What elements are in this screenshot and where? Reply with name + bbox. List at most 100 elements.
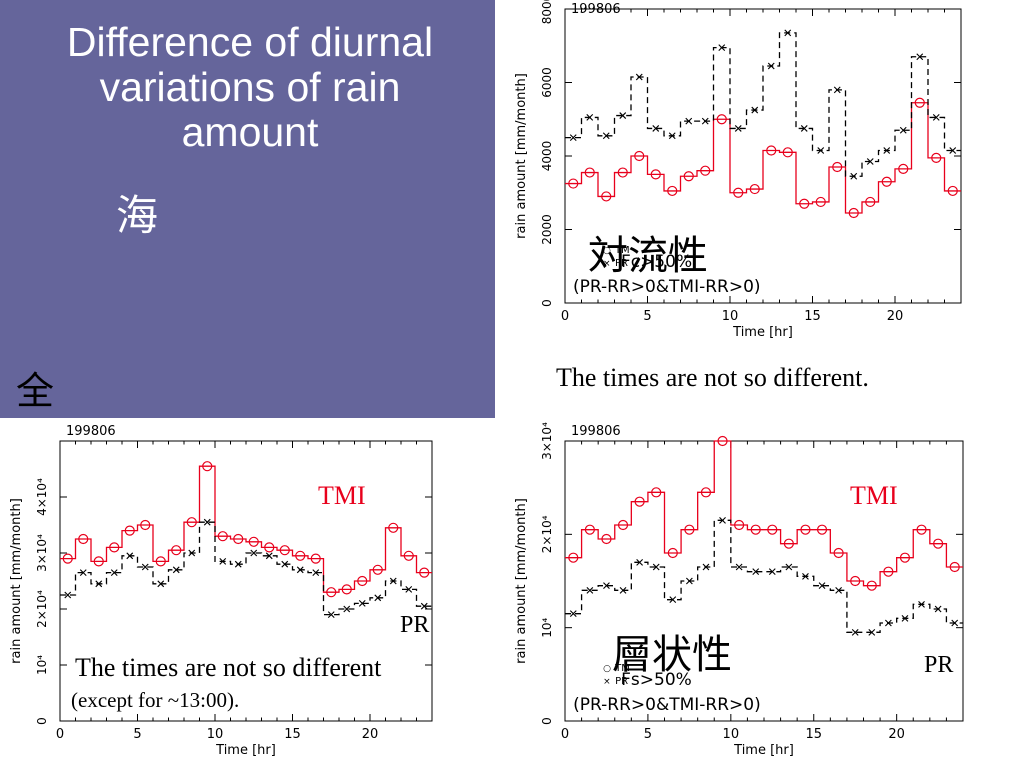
data-point-pr	[569, 610, 577, 618]
data-point-pr	[685, 577, 693, 585]
data-point-pr	[172, 566, 180, 574]
y-axis-label: rain amount [mm/month]	[514, 73, 529, 239]
y-axis-label: rain amount [mm/month]	[514, 498, 529, 664]
data-point-tmi	[767, 524, 778, 535]
data-point-pr	[949, 147, 957, 154]
y-tick-label: 0	[540, 299, 554, 307]
x-tick-label: 0	[561, 727, 569, 742]
data-point-pr	[141, 563, 149, 571]
x-tick-label: 20	[362, 727, 379, 742]
heading-convective: 対流性	[588, 233, 708, 278]
label-all: 全	[16, 369, 55, 413]
x-tick-label: 15	[805, 727, 822, 742]
data-point-tmi	[815, 196, 826, 208]
data-point-tmi	[93, 556, 104, 567]
legend-pr-marker: ×	[603, 677, 611, 687]
data-point-pr	[64, 591, 72, 599]
chart-convective-svg: 199806 0 5 10 15 20 Time [hr] 0 2000 4000 6000 8000…	[514, 0, 962, 340]
y-tick-label: 2×10⁴	[540, 515, 554, 553]
x-tick-label: 10	[723, 727, 740, 742]
series-line-tmi	[60, 465, 432, 593]
data-point-tmi	[832, 161, 843, 173]
legend-tmi-text: TM	[614, 663, 630, 674]
data-point-pr	[374, 594, 382, 602]
chart-title: 199806	[66, 424, 116, 439]
data-point-pr	[916, 53, 924, 61]
note-all: The times are not so different	[75, 653, 382, 682]
data-point-tmi	[186, 517, 197, 528]
data-point-tmi	[898, 163, 909, 174]
x-tick-label: 15	[804, 309, 821, 324]
data-point-tmi	[171, 545, 182, 556]
data-point-tmi	[749, 183, 760, 195]
legend-tmi-marker: ○	[603, 246, 611, 256]
data-point-tmi	[202, 461, 213, 472]
data-point-pr	[636, 558, 644, 566]
x-axis-label: Time [hr]	[733, 743, 794, 758]
x-tick-label: 5	[133, 727, 141, 742]
data-point-tmi	[683, 171, 694, 182]
legend-condition: Fs>50%	[621, 670, 692, 690]
data-point-tmi	[295, 550, 306, 561]
data-point-pr	[602, 132, 610, 140]
y-tick-label: 8000	[540, 0, 554, 24]
x-tick-label: 10	[722, 309, 739, 324]
data-point-tmi	[667, 185, 678, 197]
data-point-tmi	[62, 553, 73, 564]
y-tick-label: 4×10⁴	[35, 478, 49, 516]
data-point-tmi	[233, 533, 244, 545]
data-point-tmi	[617, 167, 628, 178]
data-point-pr	[312, 569, 320, 576]
data-point-tmi	[617, 519, 629, 531]
series-line-pr	[565, 519, 963, 633]
data-point-tmi	[326, 587, 337, 598]
x-tick-label: 0	[561, 309, 569, 324]
data-point-tmi	[782, 147, 793, 158]
data-point-pr	[358, 600, 366, 607]
data-point-pr	[851, 628, 859, 636]
series-line-pr	[565, 32, 961, 177]
data-point-tmi	[850, 575, 861, 587]
legend-filter: (PR-RR>0&TMI-RR>0)	[573, 695, 761, 715]
data-point-pr	[250, 549, 258, 557]
data-point-pr	[752, 568, 760, 576]
data-point-pr	[719, 516, 726, 524]
data-point-pr	[883, 147, 891, 154]
data-point-tmi	[279, 545, 290, 556]
x-tick-label: 5	[643, 309, 651, 324]
chart-title: 199806	[571, 424, 621, 439]
data-point-pr	[833, 86, 841, 94]
data-point-tmi	[140, 519, 151, 531]
data-point-tmi	[733, 187, 744, 198]
data-point-pr	[281, 560, 289, 568]
label-tmi-all: TMI	[318, 481, 366, 510]
data-point-tmi	[584, 524, 595, 535]
y-tick-label: 2000	[540, 214, 554, 245]
data-point-pr	[918, 600, 925, 608]
data-point-pr	[817, 147, 825, 154]
data-point-pr	[157, 580, 165, 588]
label-pr-all: PR	[400, 612, 430, 638]
data-point-tmi	[933, 538, 944, 549]
data-point-tmi	[372, 564, 383, 575]
label-pr-stratiform: PR	[924, 652, 954, 678]
data-point-tmi	[109, 542, 120, 553]
y-axis-label: rain amount [mm/month]	[9, 498, 24, 664]
data-point-pr	[219, 558, 227, 565]
data-point-pr	[818, 582, 826, 590]
legend-condition: Fc>50%	[621, 252, 692, 272]
data-point-tmi	[916, 524, 927, 535]
label-sea: 海	[116, 191, 159, 240]
data-point-tmi	[264, 542, 275, 553]
note-convective: The times are not so different.	[556, 363, 869, 392]
chart-all-svg: 199806 0 5 10 15 20 Time [hr] 0 10⁴ 2×10⁴ 3×10⁴ 4×1…	[9, 424, 433, 758]
data-point-pr	[586, 114, 594, 121]
data-point-pr	[619, 112, 627, 119]
data-point-tmi	[700, 165, 711, 176]
data-point-tmi	[816, 524, 828, 535]
data-point-tmi	[584, 167, 595, 178]
data-point-pr	[188, 549, 196, 557]
data-point-pr	[785, 563, 793, 571]
y-tick-label: 3×10⁴	[35, 534, 49, 572]
data-point-pr	[735, 563, 743, 571]
